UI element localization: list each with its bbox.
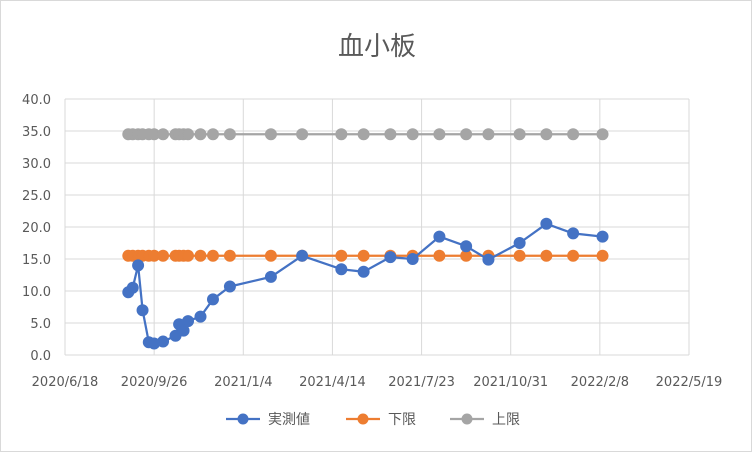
data-point xyxy=(182,128,195,141)
x-tick-label: 2020/9/26 xyxy=(121,375,188,390)
data-point xyxy=(540,217,553,230)
data-point xyxy=(264,128,277,141)
series-layer xyxy=(122,128,609,350)
data-point xyxy=(596,249,609,262)
data-point xyxy=(540,128,553,141)
data-point xyxy=(182,315,195,328)
data-point xyxy=(132,259,145,272)
data-point xyxy=(482,253,495,266)
y-tick-label: 5.0 xyxy=(30,317,51,332)
data-point xyxy=(482,128,495,141)
y-tick-label: 30.0 xyxy=(22,157,51,172)
x-tick-label: 2022/2/8 xyxy=(571,375,629,390)
data-point xyxy=(177,324,190,337)
data-point xyxy=(567,227,580,240)
series-2 xyxy=(122,128,609,141)
data-point xyxy=(206,249,219,262)
data-point xyxy=(157,128,170,141)
data-point xyxy=(194,249,207,262)
data-point xyxy=(596,128,609,141)
x-tick-label: 2021/1/4 xyxy=(214,375,272,390)
x-tick-label: 2021/4/14 xyxy=(299,375,366,390)
grid-layer xyxy=(64,98,690,356)
data-point xyxy=(157,335,170,348)
data-point xyxy=(223,128,236,141)
data-point xyxy=(206,293,219,306)
data-point xyxy=(433,249,446,262)
data-point xyxy=(335,263,348,276)
data-point xyxy=(357,265,370,278)
legend-label: 下限 xyxy=(388,412,416,428)
legend-marker xyxy=(461,413,473,425)
data-point xyxy=(296,249,309,262)
data-point xyxy=(513,249,526,262)
data-point xyxy=(567,249,580,262)
x-tick-label: 2021/7/23 xyxy=(388,375,455,390)
legend-label: 上限 xyxy=(492,412,520,428)
data-point xyxy=(136,304,149,317)
y-tick-label: 0.0 xyxy=(30,349,51,364)
data-point xyxy=(335,249,348,262)
chart-title: 血小板 xyxy=(338,32,416,62)
y-tick-label: 10.0 xyxy=(22,285,51,300)
y-tick-label: 20.0 xyxy=(22,221,51,236)
data-point xyxy=(264,249,277,262)
data-point xyxy=(460,128,473,141)
series-line xyxy=(127,222,603,345)
data-point xyxy=(513,237,526,249)
data-point xyxy=(460,240,473,253)
data-point xyxy=(384,128,397,141)
data-point xyxy=(335,128,348,141)
axis-layer: 0.0 5.0 10.0 15.0 20.0 25.0 30.0 35.0 40.0 2020/6… xyxy=(22,93,722,390)
y-tick-label: 15.0 xyxy=(22,253,51,268)
x-tick-label: 2021/10/31 xyxy=(473,375,548,390)
y-tick-label: 35.0 xyxy=(22,125,51,140)
data-point xyxy=(357,128,370,141)
data-point xyxy=(157,249,170,262)
data-point xyxy=(433,128,446,141)
legend: 実測値 下限 上限 xyxy=(226,412,520,428)
data-point xyxy=(223,249,236,262)
data-point xyxy=(182,249,195,262)
y-tick-label: 40.0 xyxy=(22,93,51,108)
data-point xyxy=(406,253,419,265)
legend-label: 実測値 xyxy=(268,412,310,428)
data-point xyxy=(540,249,553,262)
series-1 xyxy=(122,249,609,262)
data-point xyxy=(126,281,139,294)
legend-marker xyxy=(357,413,369,425)
data-point xyxy=(194,310,207,323)
x-tick-label: 2022/5/19 xyxy=(656,375,723,390)
data-point xyxy=(513,128,526,141)
data-point xyxy=(433,230,446,243)
series-0 xyxy=(122,217,609,350)
data-point xyxy=(596,230,609,243)
data-point xyxy=(296,128,309,141)
y-tick-label: 25.0 xyxy=(22,189,51,204)
x-tick-label: 2020/6/18 xyxy=(32,375,99,390)
data-point xyxy=(384,251,397,264)
data-point xyxy=(406,128,419,141)
data-point xyxy=(567,128,580,141)
data-point xyxy=(264,270,277,283)
legend-marker xyxy=(237,413,249,425)
data-point xyxy=(357,249,370,262)
data-point xyxy=(194,128,207,141)
data-point xyxy=(206,128,219,141)
data-point xyxy=(223,280,236,293)
